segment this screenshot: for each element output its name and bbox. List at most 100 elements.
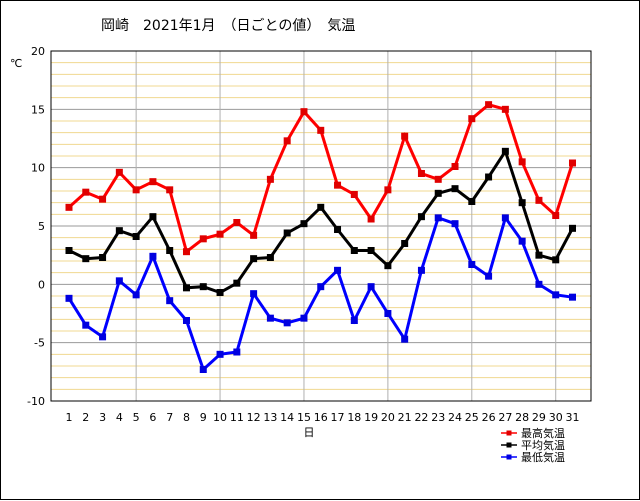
data-point <box>401 240 409 247</box>
data-point <box>501 147 509 155</box>
series-line <box>67 214 573 373</box>
data-point <box>132 233 140 240</box>
x-tick-label: 30 <box>549 411 563 424</box>
data-point <box>99 254 107 261</box>
data-point <box>149 252 157 260</box>
data-point <box>233 348 241 356</box>
data-point <box>65 294 73 302</box>
x-tick-label: 7 <box>166 411 173 424</box>
series-line <box>68 147 574 295</box>
data-point <box>283 229 291 237</box>
y-tick-label: 20 <box>31 45 45 58</box>
data-point <box>182 317 190 324</box>
x-tick-label: 3 <box>99 411 106 424</box>
data-point <box>115 227 123 235</box>
data-point <box>199 235 207 243</box>
x-tick-label: 26 <box>482 411 496 424</box>
data-point <box>266 314 274 322</box>
data-point <box>417 170 425 177</box>
data-point <box>250 231 258 239</box>
data-point <box>468 115 476 123</box>
chart-title: 岡崎 2021年1月 （日ごとの値） 気温 <box>101 18 355 34</box>
data-point <box>468 198 476 205</box>
data-point <box>300 108 308 116</box>
data-point <box>115 168 123 176</box>
data-point <box>384 186 392 194</box>
y-tick-label: 0 <box>38 278 45 291</box>
data-point <box>250 290 258 298</box>
data-point <box>350 247 358 254</box>
data-point <box>317 126 325 134</box>
data-point <box>367 215 375 223</box>
y-axis-unit-label: ℃ <box>10 57 22 70</box>
data-point <box>317 203 325 211</box>
data-point <box>132 291 140 299</box>
y-tick-label: 5 <box>38 220 45 233</box>
x-axis-label: 日 <box>304 426 315 439</box>
data-point <box>501 214 509 222</box>
x-tick-label: 16 <box>314 411 328 424</box>
data-point <box>485 272 493 280</box>
y-tick-label: 10 <box>31 162 45 175</box>
plot-area-border <box>50 50 592 402</box>
legend-swatch-marker <box>506 454 512 460</box>
data-point <box>367 283 375 291</box>
data-point <box>82 321 90 329</box>
data-point <box>552 291 560 299</box>
data-point <box>451 185 459 193</box>
data-point <box>367 247 375 254</box>
x-tick-label: 25 <box>465 411 479 424</box>
data-point <box>334 226 342 233</box>
data-point <box>266 254 274 261</box>
x-tick-label: 2 <box>82 411 89 424</box>
data-point <box>216 230 224 238</box>
x-tick-label: 6 <box>149 411 156 424</box>
data-point <box>334 266 342 274</box>
x-tick-label: 17 <box>331 411 345 424</box>
data-point <box>350 317 358 324</box>
data-point <box>132 186 140 194</box>
data-point <box>182 284 190 292</box>
x-tick-label: 28 <box>515 411 529 424</box>
data-point <box>149 178 157 186</box>
data-point <box>99 333 107 341</box>
data-point <box>569 293 576 301</box>
data-point <box>535 280 543 288</box>
data-point <box>552 212 560 219</box>
x-tick-label: 11 <box>230 411 244 424</box>
data-point <box>485 173 493 181</box>
data-point <box>485 101 493 109</box>
data-point <box>300 220 308 228</box>
x-tick-label: 15 <box>297 411 311 424</box>
series-group <box>65 101 576 256</box>
data-point <box>82 188 90 196</box>
data-point <box>384 310 392 317</box>
data-point <box>417 266 425 274</box>
data-point <box>384 262 392 270</box>
data-point <box>199 283 207 291</box>
x-tick-label: 29 <box>532 411 546 424</box>
data-point <box>535 251 543 259</box>
data-point <box>166 247 174 254</box>
x-tick-label: 31 <box>566 411 580 424</box>
x-tick-label: 22 <box>414 411 428 424</box>
y-tick-label: 15 <box>31 103 45 116</box>
grid-lines <box>50 50 592 402</box>
data-point <box>501 105 509 113</box>
legend-swatch-marker <box>506 430 512 436</box>
series-line <box>67 103 574 255</box>
y-tick-label: -5 <box>34 337 45 350</box>
data-point <box>468 261 476 268</box>
x-tick-label: 4 <box>116 411 123 424</box>
data-point <box>166 297 174 305</box>
data-point <box>65 203 73 211</box>
data-point <box>250 255 258 263</box>
data-point <box>417 213 425 221</box>
x-tick-label: 9 <box>200 411 207 424</box>
data-point <box>82 255 90 263</box>
data-point <box>451 163 459 170</box>
data-point <box>266 175 274 183</box>
data-point <box>401 132 409 140</box>
